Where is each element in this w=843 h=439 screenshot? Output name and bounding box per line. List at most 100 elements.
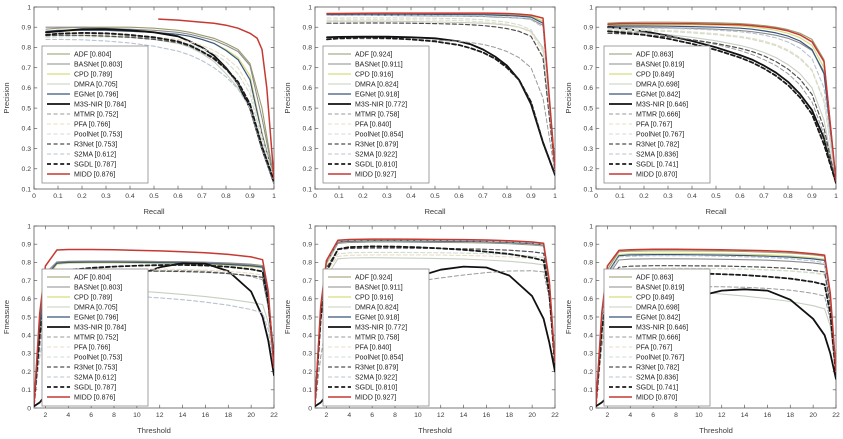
x-tick-label: 2 (606, 412, 610, 419)
series-line-midd (326, 12, 555, 170)
series-line-basnet (45, 26, 274, 180)
axis-ticks: 0 0.1 0.2 0.3 0.4 0.5 0.6 0.7 0.8 0.9 10.10.20.30.… (584, 4, 839, 200)
legend-label: DMRA [0.698] (636, 304, 680, 311)
y-tick-label: 0.2 (22, 369, 32, 376)
series-lines (315, 238, 555, 408)
legend: ADF [0.924] BASNet [0.911] CPD [0.916] DMRA… (322, 268, 430, 407)
x-tick-label: 16 (202, 412, 210, 419)
legend: ADF [0.863] BASNet [0.819] CPD [0.849] DMRA… (603, 45, 711, 184)
x-tick-label: 16 (764, 412, 772, 419)
series-line-midd (607, 22, 836, 182)
legend-label: BASNet [0.819] (636, 284, 684, 291)
y-tick-label: 0.9 (584, 25, 594, 32)
x-tick-label: 0.1 (615, 193, 625, 200)
x-tick-label: 0 (313, 193, 317, 200)
legend-label: EGNet [0.796] (74, 91, 118, 98)
y-axis-label: Precision (2, 82, 11, 113)
x-tick-label: 0.8 (783, 193, 793, 200)
x-tick-label: 6 (651, 412, 655, 419)
series-line-midd (315, 238, 555, 406)
x-tick-label: 1 (553, 193, 557, 200)
legend-label: ADF [0.924] (355, 274, 392, 281)
legend-label: PFA [0.840] (355, 344, 391, 351)
legend-label: S2MA [0.612] (74, 151, 116, 158)
x-tick-label: 0.9 (245, 193, 255, 200)
x-tick-label: 0.6 (173, 193, 183, 200)
y-tick-label: 1 (27, 223, 31, 230)
series-lines (607, 21, 836, 184)
legend-label: DMRA [0.705] (74, 81, 118, 88)
legend-label: PFA [0.767] (636, 344, 672, 351)
y-tick-label: 0.9 (22, 25, 32, 32)
y-tick-label: 0.4 (22, 126, 32, 133)
legend-label: MIDD [0.876] (74, 394, 115, 401)
y-tick-label: 0.5 (584, 105, 594, 112)
legend-label: MTMR [0.758] (355, 334, 399, 341)
y-tick-label: 0.1 (303, 387, 313, 394)
legend-label: M3S-NIR [0.784] (74, 101, 126, 108)
legend-label: BASNet [0.911] (355, 284, 403, 291)
y-tick-label: 0.5 (584, 314, 594, 321)
x-tick-label: 8 (393, 412, 397, 419)
series-line-egnet (596, 254, 836, 405)
legend-label: MTMR [0.752] (74, 334, 118, 341)
y-tick-label: 0.2 (303, 369, 313, 376)
legend-label: PFA [0.766] (74, 121, 110, 128)
legend-label: ADF [0.863] (636, 274, 673, 281)
legend-label: DMRA [0.824] (355, 81, 399, 88)
x-tick-label: 0.5 (430, 193, 440, 200)
series-line-m3s-nir (607, 26, 836, 184)
y-tick-label: 0.4 (303, 126, 313, 133)
legend: ADF [0.804] BASNet [0.803] CPD [0.789] DMRA… (41, 45, 149, 184)
y-tick-label: 0.6 (584, 296, 594, 303)
x-tick-label: 18 (787, 412, 795, 419)
legend-label: MTMR [0.752] (74, 111, 118, 118)
legend-label: BASNet [0.911] (355, 61, 403, 68)
legend-label: PoolNet [0.767] (636, 354, 684, 361)
y-tick-label: 0.8 (584, 260, 594, 267)
series-line-s2ma (607, 27, 836, 182)
x-tick-label: 0.4 (687, 193, 697, 200)
legend-label: MIDD [0.927] (355, 171, 396, 178)
chart-fmeasure-threshold-right: 2 4 6 8 10 12 14 16 18 20 22 0 0.1 0.2 0.3 0.4 0.5 0.6 0.7… (562, 219, 843, 438)
series-line-egnet (326, 13, 555, 170)
x-tick-label: 0.8 (221, 193, 231, 200)
series-line-midd (158, 18, 274, 180)
y-tick-label: 0.8 (303, 45, 313, 52)
legend-label: S2MA [0.612] (74, 374, 116, 381)
series-line-poolnet (45, 36, 274, 180)
chart-svg: 0 0.1 0.2 0.3 0.4 0.5 0.6 0.7 0.8 0.9 10.10.20.30.… (0, 0, 281, 219)
x-tick-label: 2 (44, 412, 48, 419)
x-tick-label: 18 (225, 412, 233, 419)
y-tick-label: 0.5 (303, 105, 313, 112)
x-tick-label: 0.2 (639, 193, 649, 200)
y-tick-label: 0 (589, 405, 593, 412)
series-line-cpd (607, 24, 836, 182)
legend-label: CPD [0.789] (74, 294, 112, 301)
legend-label: CPD [0.789] (74, 71, 112, 78)
x-tick-label: 4 (66, 412, 70, 419)
series-line-poolnet (607, 29, 836, 182)
y-tick-label: 1 (589, 223, 593, 230)
series-line-m3s-nir (45, 28, 274, 184)
legend-label: M3S-NIR [0.772] (355, 101, 407, 108)
legend-label: DMRA [0.824] (355, 304, 399, 311)
x-tick-label: 0.7 (478, 193, 488, 200)
x-tick-label: 0 (32, 193, 36, 200)
y-tick-label: 0.6 (22, 85, 32, 92)
series-line-sgdl (607, 30, 836, 184)
axis-ticks: 2 4 6 8 10 12 14 16 18 20 22 0 0.1 0.2 0.3 0.4 0.5 0.6 0.7… (22, 223, 278, 419)
y-axis-label: Precision (283, 82, 292, 113)
x-tick-label: 20 (809, 412, 817, 419)
series-line-mtmr (607, 29, 836, 184)
series-line-adf (607, 21, 836, 182)
series-line-basnet (607, 26, 836, 182)
x-axis-label: Recall (143, 207, 164, 216)
legend-label: M3S-NIR [0.772] (355, 324, 407, 331)
x-tick-label: 16 (483, 412, 491, 419)
x-tick-label: 0.3 (663, 193, 673, 200)
x-tick-label: 8 (674, 412, 678, 419)
legend-label: R3Net [0.879] (355, 141, 398, 148)
x-tick-label: 2 (325, 412, 329, 419)
series-lines (45, 18, 274, 184)
